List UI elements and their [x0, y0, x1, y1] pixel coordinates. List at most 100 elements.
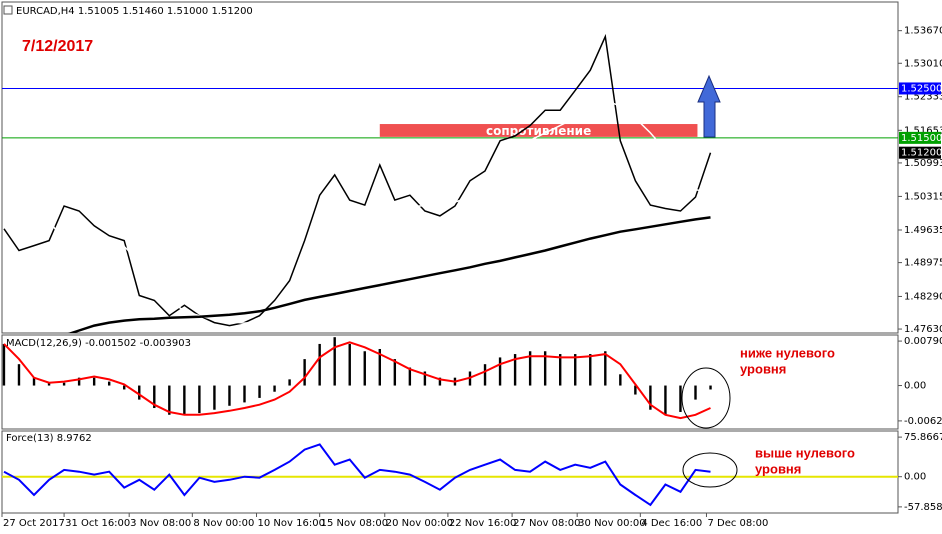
macd-bar — [528, 351, 532, 386]
last-price-label: 1.51200 — [901, 148, 942, 159]
x-tick-label: 27 Oct 2017 — [3, 518, 65, 529]
series-line — [3, 33, 712, 327]
y-tick-label: 0.00 — [904, 381, 926, 392]
macd-bar — [107, 381, 111, 386]
y-tick-label: 1.53670 — [904, 26, 942, 37]
symbol-icon — [3, 5, 13, 15]
macd-bar — [709, 385, 712, 390]
up-arrow — [697, 74, 721, 138]
macd-bar — [649, 385, 652, 410]
macd-bar — [228, 385, 231, 406]
y-tick-label: 1.53010 — [904, 58, 942, 69]
macd-bar — [378, 348, 381, 386]
x-tick-label: 27 Nov 08:00 — [513, 518, 580, 529]
macd-bar — [589, 354, 592, 386]
series-line — [4, 99, 711, 324]
macd-bar — [393, 359, 397, 386]
macd-bar — [258, 385, 261, 398]
macd-bar — [408, 367, 412, 386]
macd-bar — [438, 377, 442, 386]
y-tick-label: 1.48290 — [904, 291, 942, 302]
macd-bar — [198, 385, 201, 414]
macd-bar — [483, 364, 487, 386]
force-panel — [1, 430, 899, 514]
price-panel — [1, 1, 899, 334]
macd-bar — [77, 377, 81, 386]
x-tick-label: 22 Nov 16:00 — [449, 518, 516, 529]
macd-annotation: ниже нулевого — [740, 345, 835, 360]
macd-bar — [363, 351, 366, 386]
y-tick-label: 0.00 — [904, 472, 926, 483]
resistance-label: сопротивление — [486, 124, 591, 138]
macd-bar — [679, 385, 682, 412]
x-tick-label: 15 Nov 08:00 — [321, 518, 388, 529]
macd-bar — [153, 385, 156, 409]
macd-bar — [47, 382, 51, 386]
macd-bar — [574, 354, 577, 386]
macd-bar — [168, 385, 171, 415]
macd-title: MACD(12,26,9) -0.001502 -0.003903 — [6, 338, 191, 349]
series-line — [3, 443, 711, 507]
y-tick-label: 1.50993 — [904, 158, 942, 169]
macd-bar — [183, 385, 186, 415]
x-tick-label: 3 Nov 08:00 — [130, 518, 191, 529]
macd-bar — [694, 385, 697, 400]
highlight-ellipse — [681, 367, 731, 429]
x-tick-label: 7 Dec 08:00 — [707, 518, 768, 529]
macd-bar — [558, 354, 562, 386]
macd-bar — [92, 377, 96, 386]
macd-bar — [498, 357, 502, 386]
x-tick-label: 30 Nov 00:00 — [578, 518, 645, 529]
macd-bar — [619, 374, 622, 386]
y-tick-label: 1.48975 — [904, 258, 942, 269]
macd-bar — [634, 385, 637, 395]
y-tick-label: -0.006289 — [904, 416, 942, 427]
force-title: Force(13) 8.9762 — [6, 433, 92, 444]
level-label-bg — [899, 82, 941, 95]
macd-bar — [2, 343, 6, 386]
macd-bar — [123, 385, 126, 390]
macd-bar — [138, 385, 141, 400]
macd-bar — [213, 385, 216, 410]
macd-bar — [62, 382, 66, 386]
y-tick-label: 75.8667 — [904, 432, 942, 443]
y-tick-label: 1.51653 — [904, 125, 942, 136]
macd-bar — [664, 385, 667, 415]
level-label-bg — [899, 131, 941, 144]
macd-bar — [318, 343, 321, 386]
macd-annotation: уровня — [740, 361, 786, 376]
series-line — [67, 216, 711, 333]
level-label: 1.51500 — [901, 133, 942, 144]
force-annotation: уровня — [755, 461, 801, 476]
macd-bar — [348, 343, 351, 386]
macd-bar — [513, 354, 517, 386]
macd-bar — [32, 377, 36, 386]
plot-layer: 27 Oct 2017 31 Oct 16:00 3 Nov 08:00 8 Nov … — [1, 26, 942, 529]
x-tick-label: 10 Nov 16:00 — [258, 518, 325, 529]
macd-bar — [543, 351, 547, 386]
x-tick-label: 8 Nov 00:00 — [193, 518, 254, 529]
y-tick-label: -57.8584 — [904, 502, 942, 513]
macd-bar — [604, 351, 607, 386]
macd-bar — [17, 364, 21, 386]
x-tick-label: 31 Oct 16:00 — [65, 518, 130, 529]
macd-bar — [288, 379, 291, 386]
macd-panel — [1, 334, 899, 430]
x-tick-label: 4 Dec 16:00 — [641, 518, 702, 529]
date-annotation: 7/12/2017 — [22, 38, 93, 55]
y-tick-label: 1.50315 — [904, 191, 942, 202]
level-label: 1.52500 — [901, 83, 942, 94]
y-tick-label: 1.47630 — [904, 324, 942, 335]
x-tick-label: 20 Nov 00:00 — [386, 518, 453, 529]
macd-bar — [303, 359, 306, 386]
y-tick-label: 1.52333 — [904, 92, 942, 103]
macd-bar — [333, 337, 336, 386]
y-tick-label: 1.49635 — [904, 225, 942, 236]
chart-title: EURCAD,H4 1.51005 1.51460 1.51000 1.5120… — [16, 6, 253, 17]
macd-bar — [273, 385, 276, 392]
force-annotation: выше нулевого — [755, 445, 855, 460]
macd-bar — [243, 385, 246, 403]
highlight-ellipse — [682, 452, 738, 488]
last-price-bg — [899, 146, 941, 159]
